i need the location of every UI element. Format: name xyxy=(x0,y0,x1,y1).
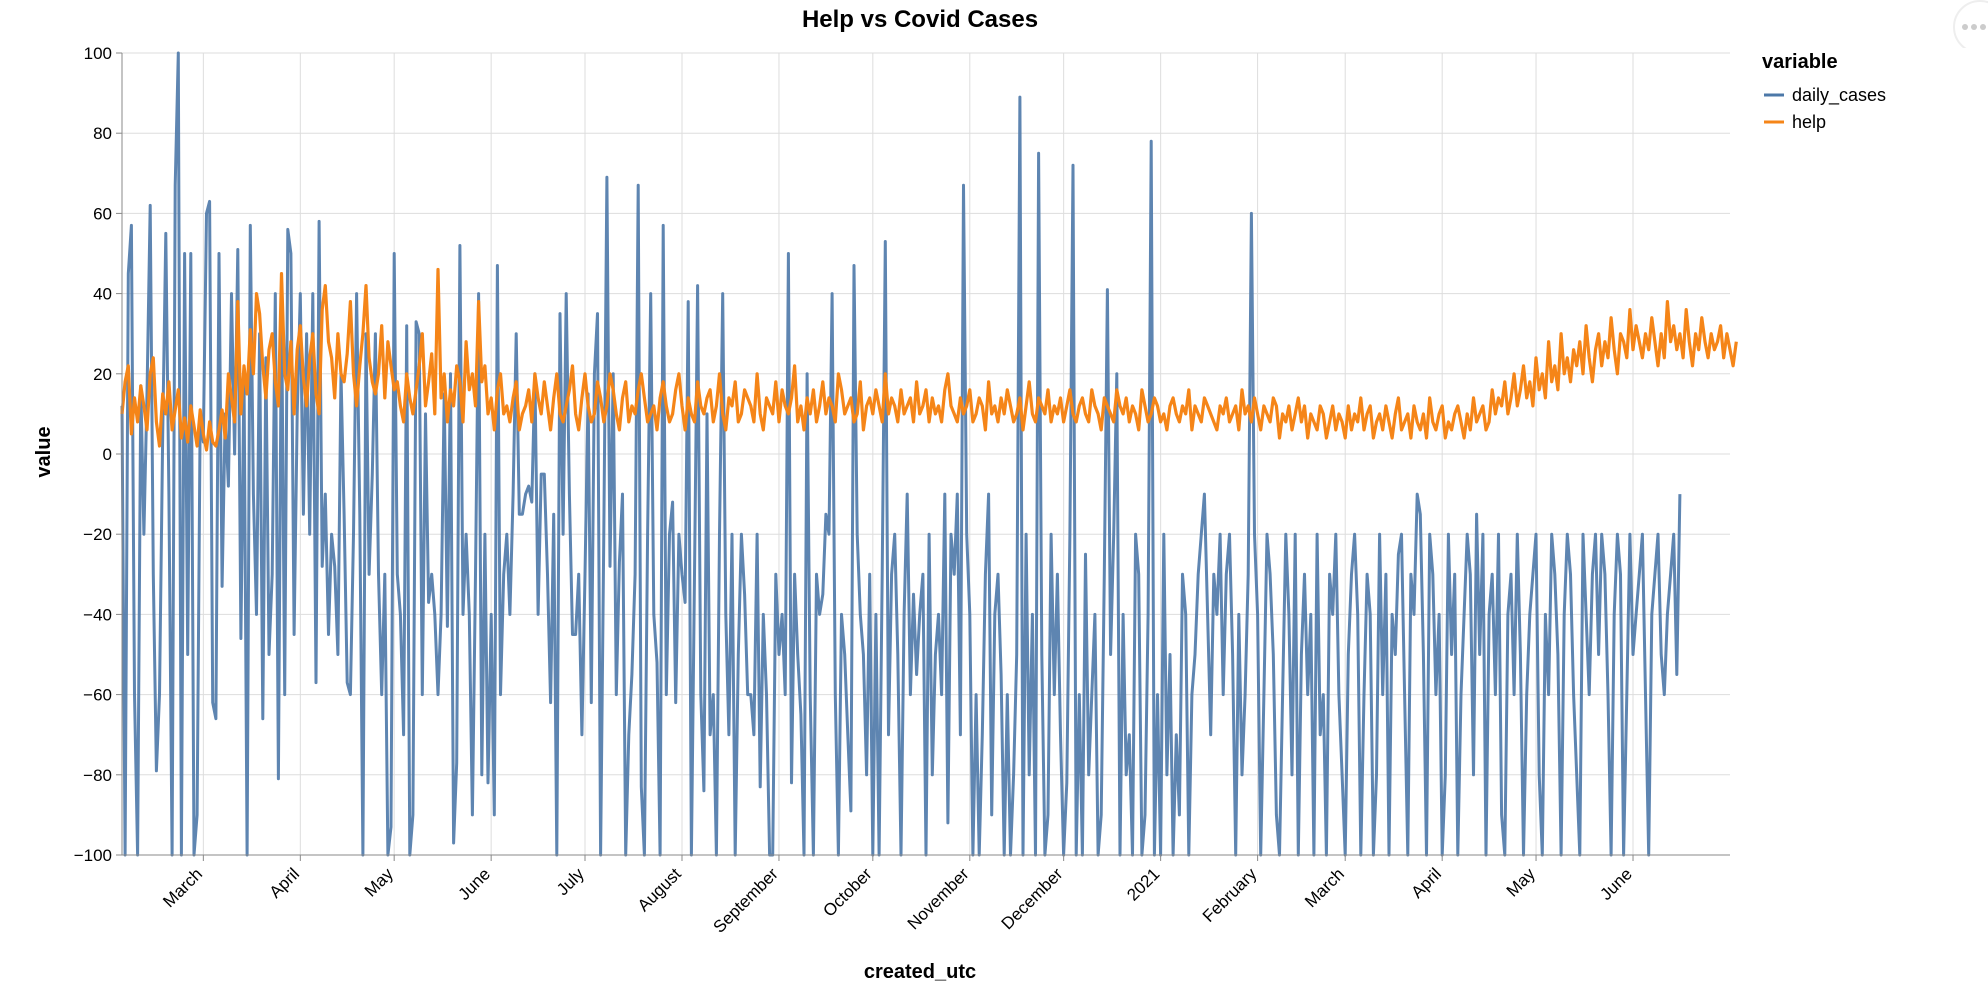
y-axis-title: value xyxy=(33,426,55,477)
y-tick-label: 20 xyxy=(93,365,112,384)
y-tick-label: 60 xyxy=(93,204,112,223)
x-tick-label: December xyxy=(998,864,1067,933)
x-tick-label: March xyxy=(1301,864,1348,911)
chart-title: Help vs Covid Cases xyxy=(802,6,1038,33)
x-tick-label: 2021 xyxy=(1123,864,1163,904)
legend-label: daily_cases xyxy=(1792,85,1886,106)
y-tick-label: −80 xyxy=(83,766,112,785)
x-tick-label: October xyxy=(819,864,875,920)
legend-label: help xyxy=(1792,112,1826,132)
y-tick-label: −20 xyxy=(83,525,112,544)
x-tick-label: June xyxy=(454,864,494,904)
x-tick-label: February xyxy=(1199,864,1261,926)
ellipsis-icon xyxy=(1953,0,1988,54)
y-tick-label: 100 xyxy=(84,44,112,63)
x-tick-label: August xyxy=(634,864,685,915)
actions-menu-button[interactable] xyxy=(1940,0,1988,54)
series-line-help xyxy=(120,267,1738,452)
y-tick-label: −100 xyxy=(74,846,112,865)
x-tick-label: November xyxy=(904,864,973,933)
y-tick-label: −40 xyxy=(83,605,112,624)
x-tick-label: April xyxy=(1408,864,1445,901)
y-tick-label: 40 xyxy=(93,285,112,304)
x-tick-label: June xyxy=(1596,864,1636,904)
x-tick-label: April xyxy=(266,864,303,901)
x-tick-label: September xyxy=(710,864,782,936)
x-tick-label: March xyxy=(159,864,206,911)
x-tick-label: May xyxy=(1503,864,1539,900)
y-tick-label: 0 xyxy=(103,445,112,464)
y-tick-label: −60 xyxy=(83,686,112,705)
legend-title: variable xyxy=(1762,51,1838,73)
x-tick-label: July xyxy=(553,864,588,899)
y-tick-label: 80 xyxy=(93,124,112,143)
x-axis-title: created_utc xyxy=(864,961,976,983)
x-tick-label: May xyxy=(361,864,397,900)
